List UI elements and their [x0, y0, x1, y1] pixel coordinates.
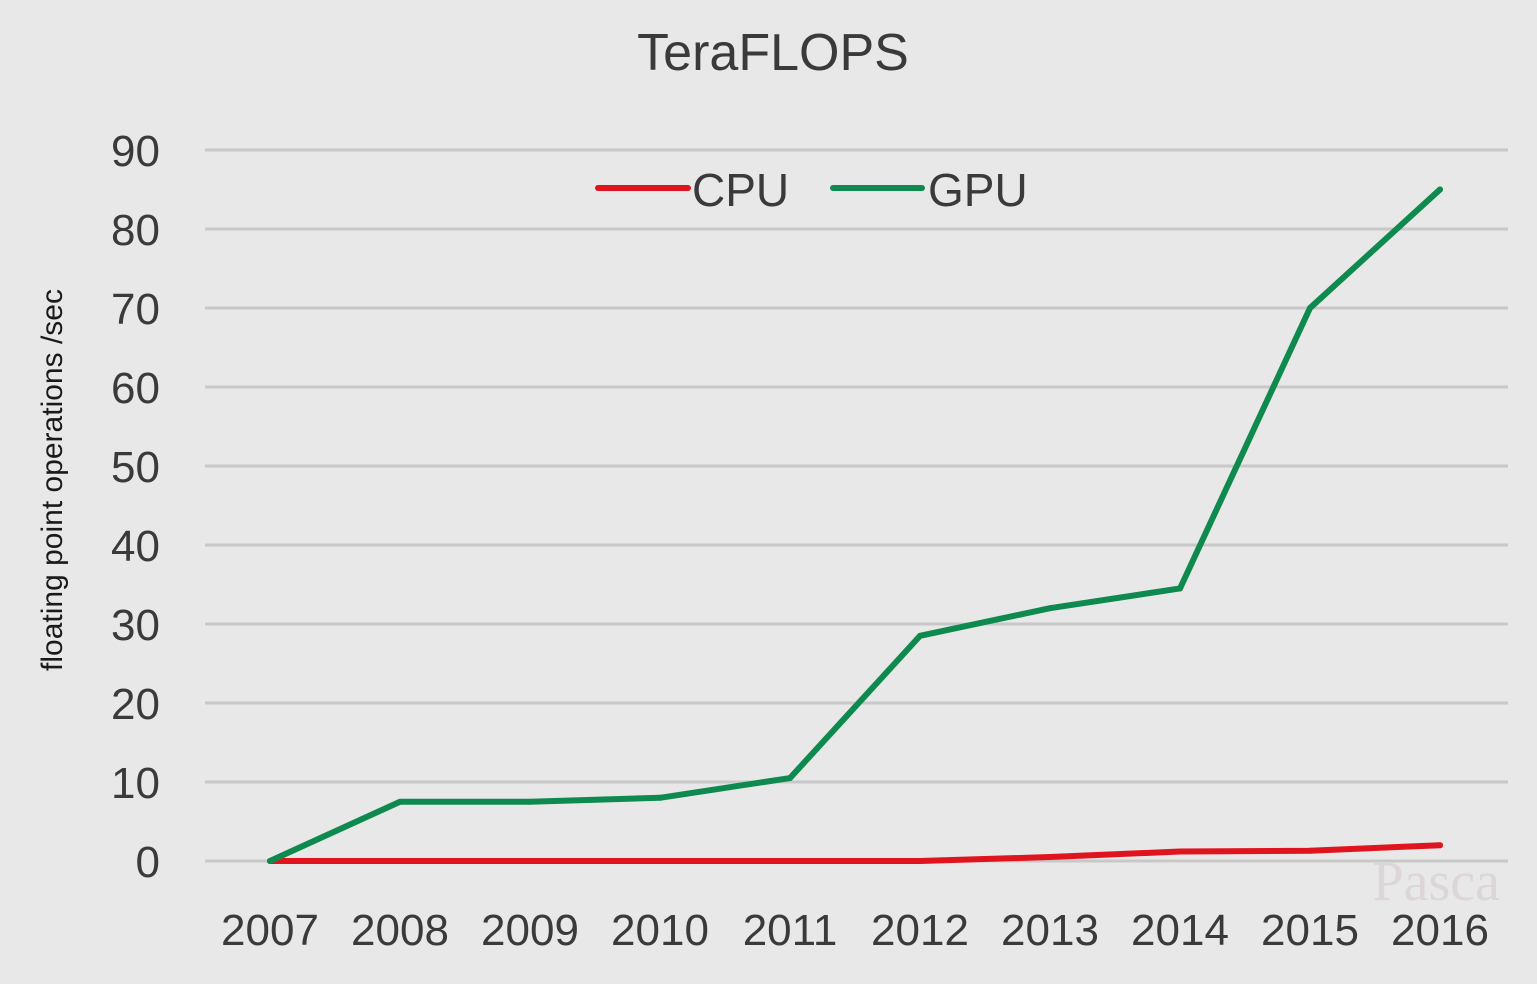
data-point-gpu — [917, 632, 923, 639]
x-axis-ticks: 2007 2008 2009 2010 2011 2012 2013 2014 2015 2016 — [221, 906, 1489, 955]
legend: CPU GPU — [595, 164, 1028, 216]
chart-title: TeraFLOPS — [637, 24, 909, 82]
data-point-cpu — [397, 858, 403, 864]
data-point-gpu — [1437, 186, 1443, 193]
data-point-cpu — [1307, 847, 1313, 854]
series-line-cpu — [267, 842, 1443, 864]
x-tick-label: 2012 — [871, 906, 969, 955]
data-point-gpu — [1047, 605, 1053, 612]
x-tick-label: 2009 — [481, 906, 579, 955]
series-line-gpu — [267, 186, 1443, 864]
legend-label-gpu: GPU — [928, 164, 1028, 216]
data-point-gpu — [527, 798, 533, 805]
x-tick-label: 2016 — [1391, 906, 1489, 955]
data-point-gpu — [267, 858, 273, 864]
y-tick-label: 60 — [111, 364, 160, 413]
y-tick-label: 40 — [111, 522, 160, 571]
data-point-cpu — [1177, 848, 1183, 855]
y-tick-label: 10 — [111, 759, 160, 808]
x-tick-label: 2010 — [611, 906, 709, 955]
data-point-gpu — [787, 775, 793, 782]
y-tick-label: 30 — [111, 601, 160, 650]
x-tick-label: 2007 — [221, 906, 319, 955]
watermark: Pasca — [1372, 851, 1500, 913]
y-tick-label: 50 — [111, 443, 160, 492]
y-tick-label: 0 — [136, 838, 160, 887]
data-point-gpu — [1307, 305, 1313, 311]
series-lines — [267, 186, 1443, 864]
data-point-cpu — [1437, 842, 1443, 849]
data-point-cpu — [787, 858, 793, 864]
y-tick-label: 70 — [111, 285, 160, 334]
gridlines — [205, 148, 1508, 863]
data-point-gpu — [1177, 585, 1183, 592]
x-tick-label: 2008 — [351, 906, 449, 955]
x-tick-label: 2014 — [1131, 906, 1229, 955]
data-point-cpu — [1047, 854, 1053, 861]
x-tick-label: 2013 — [1001, 906, 1099, 955]
legend-label-cpu: CPU — [692, 164, 789, 216]
data-point-cpu — [527, 858, 533, 864]
x-tick-label: 2011 — [743, 906, 838, 955]
y-tick-label: 20 — [111, 680, 160, 729]
data-point-cpu — [917, 858, 923, 864]
y-tick-label: 90 — [111, 127, 160, 176]
y-tick-label: 80 — [111, 206, 160, 255]
data-point-gpu — [657, 794, 663, 801]
x-tick-label: 2015 — [1261, 906, 1359, 955]
data-point-gpu — [397, 798, 403, 805]
data-point-cpu — [657, 858, 663, 864]
y-axis-label: floating point operations /sec — [36, 289, 69, 671]
y-axis-ticks: 0 10 20 30 40 50 60 70 80 90 — [111, 127, 160, 887]
